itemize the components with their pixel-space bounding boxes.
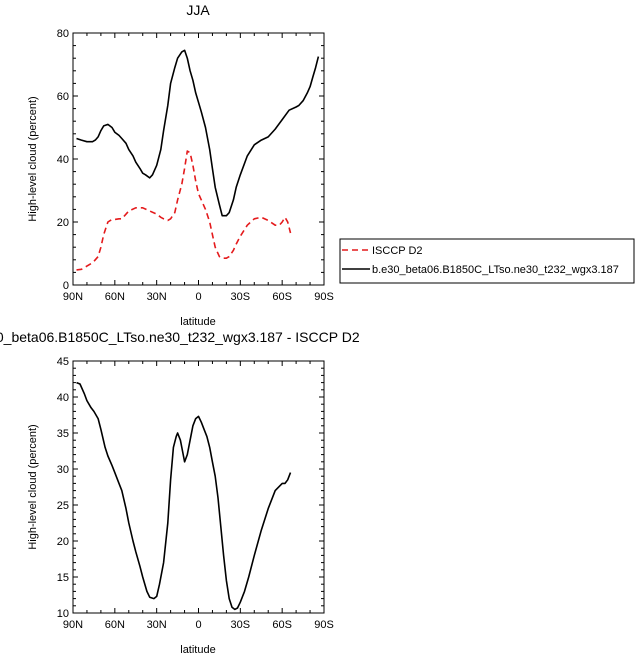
x-tick-label: 60N bbox=[105, 291, 125, 303]
series-line-isccp-0 bbox=[76, 150, 292, 271]
y-tick-label: 80 bbox=[57, 28, 69, 40]
y-tick-label: 40 bbox=[57, 154, 69, 166]
y-tick-label: 15 bbox=[57, 572, 69, 584]
y-tick-label: 20 bbox=[57, 536, 69, 548]
y-tick-label: 0 bbox=[63, 280, 69, 292]
x-tick-label: 90N bbox=[63, 291, 83, 303]
bottom-panel-xlabel: latitude bbox=[180, 644, 215, 656]
x-tick-label: 60N bbox=[105, 619, 125, 631]
y-tick-label: 20 bbox=[57, 217, 69, 229]
x-tick-label: 60S bbox=[272, 291, 292, 303]
legend-label-model: b.e30_beta06.B1850C_LTso.ne30_t232_wgx3.… bbox=[372, 264, 619, 276]
top-panel-ylabel: High-level cloud (percent) bbox=[27, 96, 39, 221]
x-tick-label: 30N bbox=[147, 291, 167, 303]
legend-label-isccp: ISCCP D2 bbox=[372, 245, 423, 257]
y-tick-label: 10 bbox=[57, 608, 69, 620]
y-tick-label: 35 bbox=[57, 428, 69, 440]
bottom-panel-ylabel: High-level cloud (percent) bbox=[27, 424, 39, 549]
y-tick-label: 25 bbox=[57, 500, 69, 512]
legend: ISCCP D2 b.e30_beta06.B1850C_LTso.ne30_t… bbox=[339, 238, 635, 284]
bottom-panel-title: .e30_beta06.B1850C_LTso.ne30_t232_wgx3.1… bbox=[0, 329, 360, 345]
legend-box bbox=[339, 238, 635, 284]
x-tick-label: 90S bbox=[314, 619, 334, 631]
x-tick-label: 0 bbox=[195, 619, 201, 631]
y-tick-label: 40 bbox=[57, 392, 69, 404]
y-tick-label: 60 bbox=[57, 91, 69, 103]
x-tick-label: 60S bbox=[272, 619, 292, 631]
x-tick-label: 30S bbox=[231, 619, 251, 631]
x-tick-label: 90S bbox=[314, 291, 334, 303]
x-tick-label: 0 bbox=[195, 291, 201, 303]
series-line-model-0 bbox=[76, 49, 320, 217]
x-tick-label: 30N bbox=[147, 619, 167, 631]
y-tick-label: 30 bbox=[57, 464, 69, 476]
top-panel-frame bbox=[72, 32, 325, 286]
x-tick-label: 90N bbox=[63, 619, 83, 631]
y-tick-label: 45 bbox=[57, 356, 69, 368]
top-panel: JJA 90N 60N 30N 0 30S 60S 90S 0 20 40 60 80 latitud… bbox=[27, 2, 635, 328]
bottom-panel: .e30_beta06.B1850C_LTso.ne30_t232_wgx3.1… bbox=[0, 329, 360, 656]
top-panel-xlabel: latitude bbox=[180, 316, 215, 328]
bottom-panel-frame bbox=[72, 360, 325, 614]
series-line-model-1 bbox=[76, 381, 292, 611]
top-panel-title: JJA bbox=[186, 2, 210, 18]
x-tick-label: 30S bbox=[231, 291, 251, 303]
